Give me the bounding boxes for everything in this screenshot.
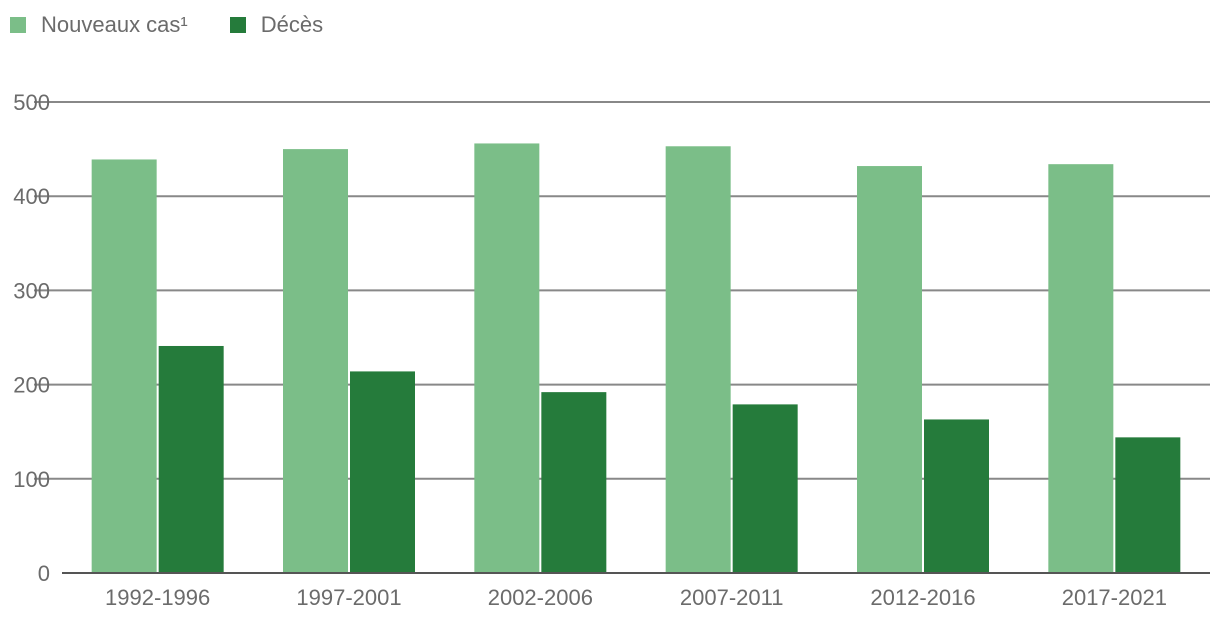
bar-nouveaux-cas	[91, 159, 157, 573]
y-tick-label: 500	[13, 90, 50, 115]
bar-nouveaux-cas	[857, 166, 922, 573]
bar-deces	[924, 419, 989, 573]
legend-item-deces: Décès	[229, 12, 324, 38]
y-tick-label: 200	[13, 373, 50, 398]
bar-deces	[732, 404, 798, 573]
x-tick-label: 1992-1996	[105, 585, 210, 610]
grid-lines	[34, 101, 1210, 480]
x-tick-label: 2017-2021	[1062, 585, 1167, 610]
legend: Nouveaux cas¹ Décès	[10, 12, 365, 38]
bar-nouveaux-cas	[1048, 164, 1114, 573]
x-tick-label: 1997-2001	[296, 585, 401, 610]
legend-item-nouveaux-cas: Nouveaux cas¹	[10, 12, 188, 38]
bar-deces	[158, 345, 224, 573]
y-tick-label: 300	[13, 278, 50, 303]
y-tick-label: 0	[38, 561, 50, 586]
legend-label-deces: Décès	[260, 12, 324, 37]
bar-nouveaux-cas	[283, 149, 348, 573]
legend-swatch-deces	[229, 17, 246, 33]
y-tick-label: 400	[13, 184, 50, 209]
legend-swatch-nouveaux-cas	[10, 17, 26, 33]
x-tick-label: 2012-2016	[870, 585, 975, 610]
y-axis-ticks: 0 100 200 300 400 500	[13, 90, 50, 586]
bars	[91, 143, 1181, 574]
bar-deces	[350, 371, 415, 573]
legend-label-nouveaux-cas: Nouveaux cas¹	[41, 12, 188, 37]
x-tick-label: 2002-2006	[488, 585, 593, 610]
x-tick-label: 2007-2011	[680, 585, 784, 610]
bar-deces	[541, 392, 607, 573]
x-axis-ticks: 1992-1996 1997-2001 2002-2006 2007-2011 2012…	[105, 585, 1167, 610]
y-tick-label: 100	[13, 467, 50, 492]
bar-nouveaux-cas	[665, 146, 731, 574]
bar-deces	[1115, 437, 1181, 573]
bar-nouveaux-cas	[474, 143, 540, 573]
